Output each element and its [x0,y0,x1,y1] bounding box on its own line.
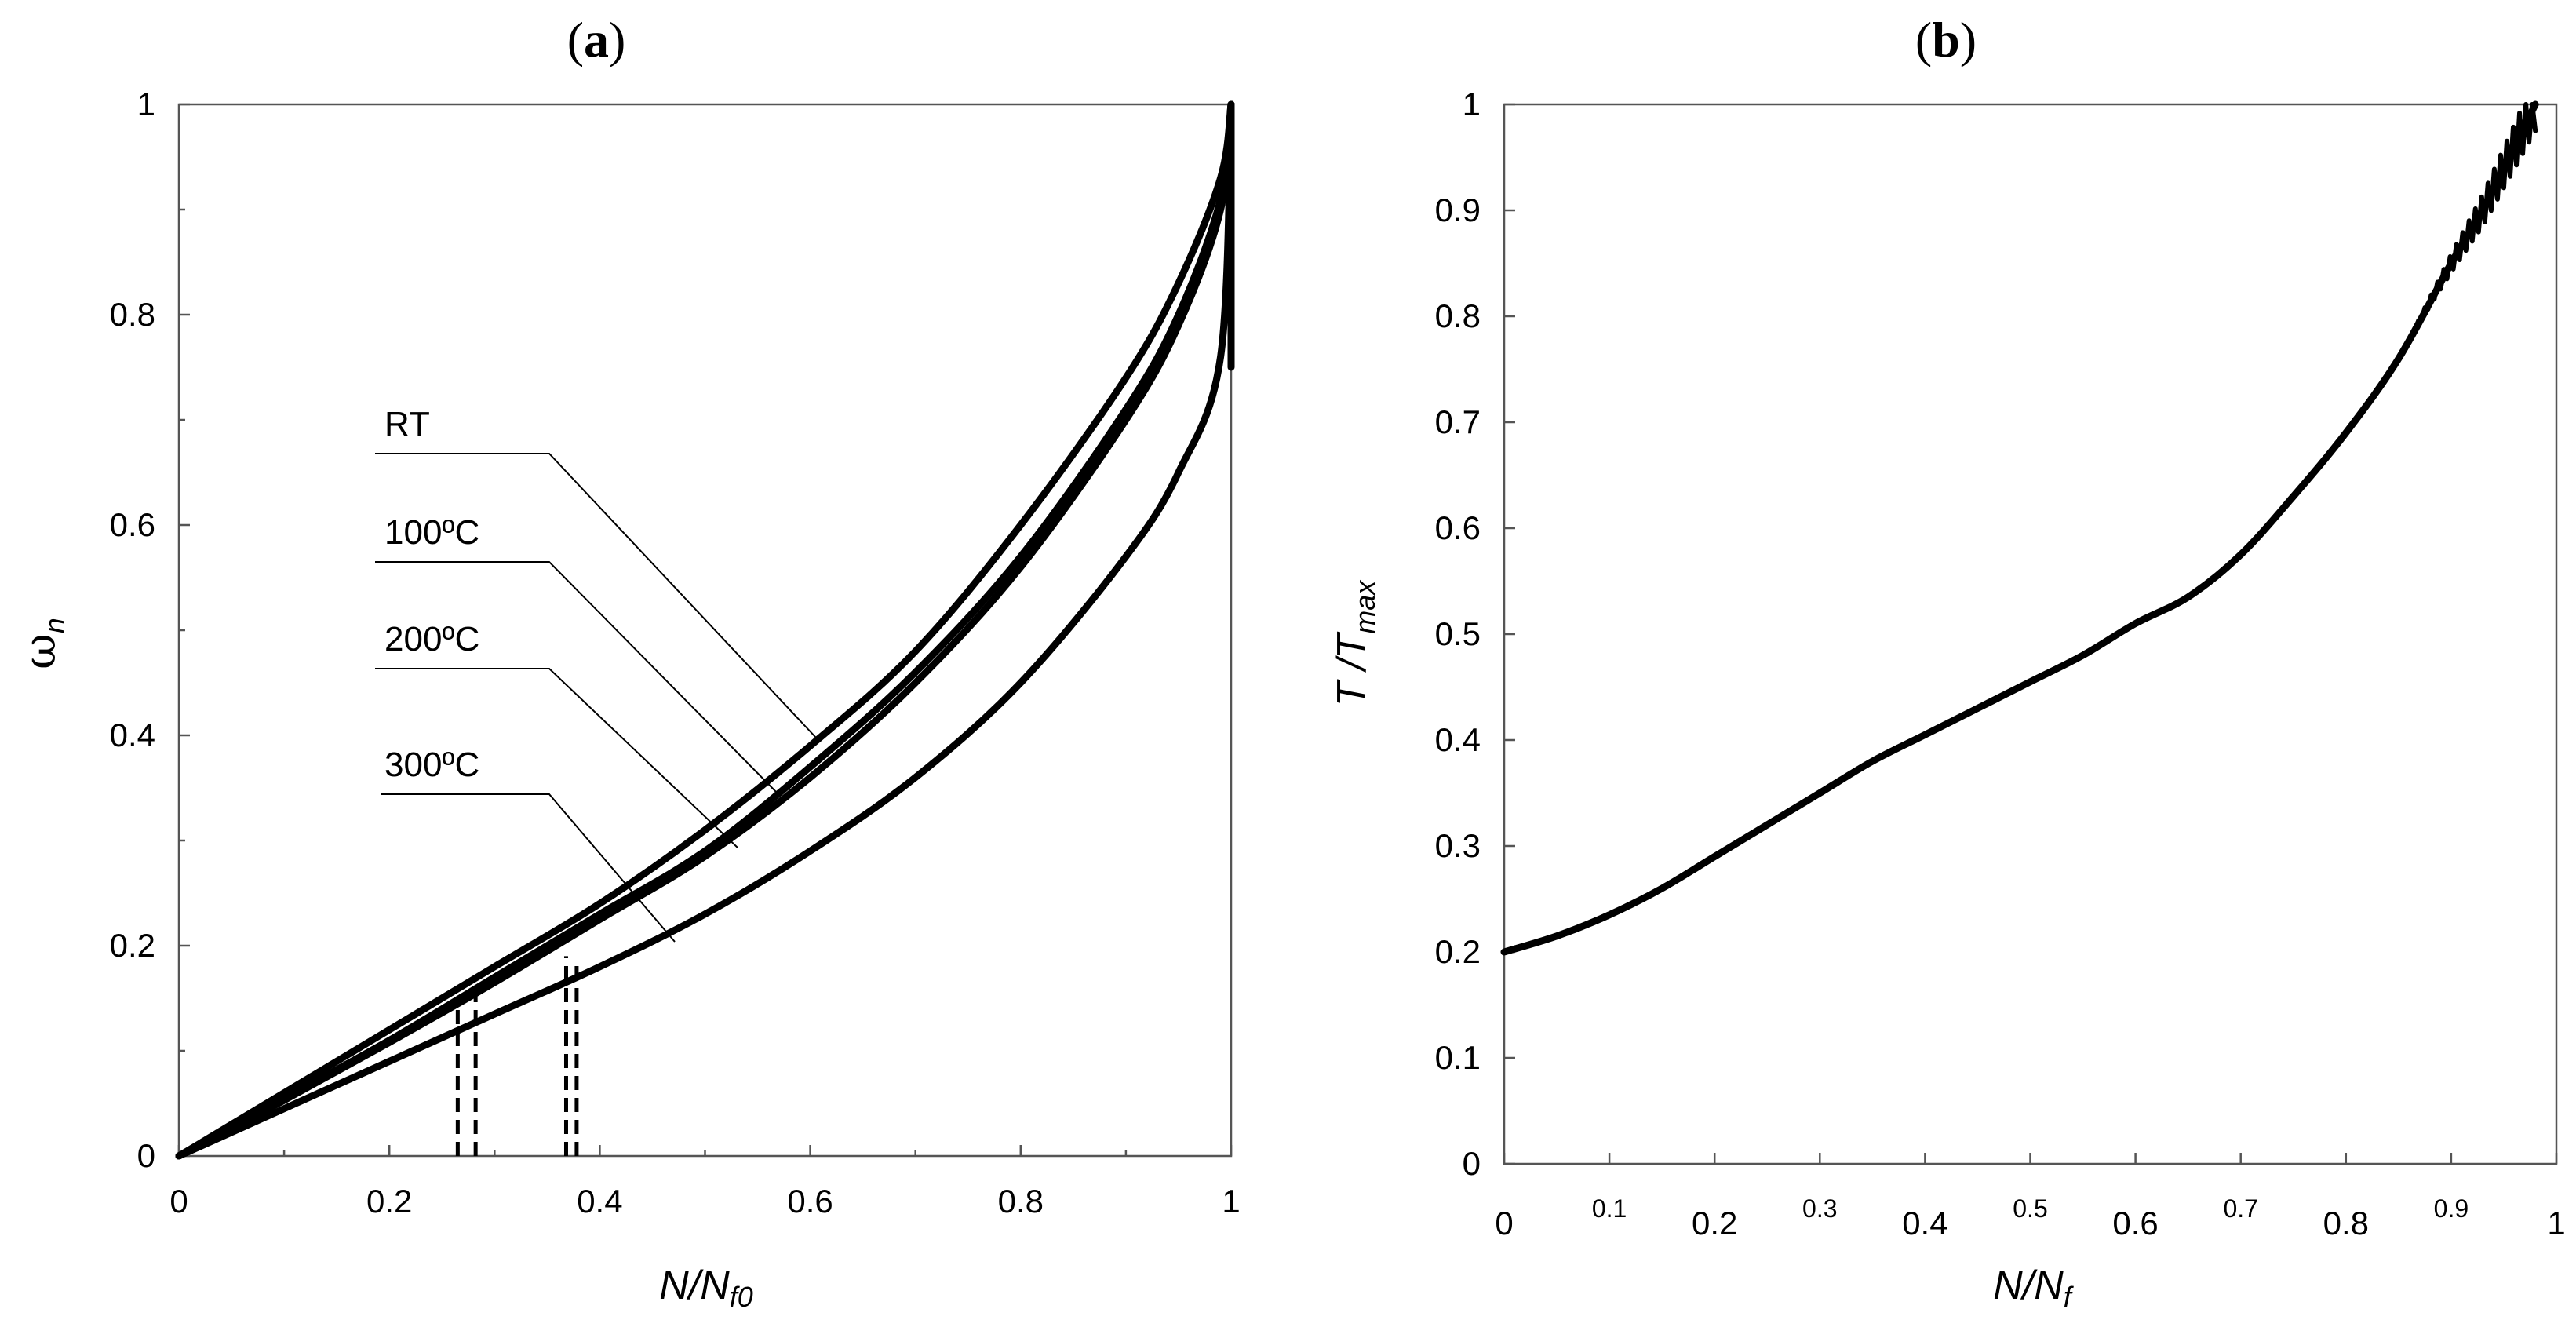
y-tick-label: 1 [1463,86,1481,122]
panel-b-label: (b) [1915,12,1977,67]
panel-a-x-axis-title-sub: f0 [730,1281,753,1313]
panel-b-x-ticks: 0 0.2 0.4 0.6 0.8 1 0.1 0.3 0.5 0.7 0.9 [1495,1153,2566,1242]
y-tick-label: 0.2 [110,927,155,964]
x-tick-label: 0.8 [998,1183,1044,1220]
series-line-t-tmax [1500,100,2539,956]
panel-a-y-axis-title: ωn [15,618,71,669]
x-tick-label: 0.4 [577,1183,622,1220]
panel-a-frame [177,103,1233,1158]
legend-label: 100ºC [384,513,479,552]
y-tick-label: 0.4 [110,717,155,753]
x-tick-label: 0.6 [787,1183,833,1220]
panel-b-x-axis-title: N/Nf [1993,1263,2075,1313]
y-tick-label: 0.5 [1435,615,1481,652]
panel-a-y-axis-title-main: ω [15,633,66,669]
y-tick-label: 0 [137,1137,155,1174]
y-tick-label: 0.1 [1435,1039,1481,1076]
series-line-300c [175,100,1235,1160]
panel-b-x-axis-title-sub: f [2064,1281,2075,1313]
x-minor-tick-label: 0.7 [2223,1194,2257,1223]
legend-leader-line [375,453,817,738]
panel-b-y-ticks: 0 0.1 0.2 0.3 0.4 0.5 0.6 0.7 0.8 0.9 1 [1435,86,1515,1182]
y-tick-label: 0.8 [110,296,155,333]
series-oscillation [2407,102,2538,342]
panel-a-y-ticks: 0 0.2 0.4 0.6 0.8 1 [110,86,190,1174]
panel-a-dashed-lines [455,956,579,1156]
x-minor-tick-label: 0.1 [1592,1194,1627,1223]
series-line-100c [175,100,1235,1160]
panel-b-series [1500,100,2539,956]
x-minor-tick-label: 0.5 [2013,1194,2047,1223]
y-tick-label: 1 [137,86,155,122]
panel-b-y-axis-title-main: T /T [1329,632,1375,707]
panel-a-legend: RT 100ºC 200ºC 300ºC [375,405,817,943]
legend-leader-line [375,561,778,793]
x-tick-label: 1 [2547,1205,2565,1242]
x-tick-label: 1 [1222,1183,1240,1220]
panel-a-x-ticks: 0 0.2 0.4 0.6 0.8 1 [169,1145,1241,1220]
legend-label: 300ºC [384,746,479,784]
x-tick-label: 0.2 [1692,1205,1737,1242]
panel-b-y-axis-title: T /Tmax [1329,579,1381,706]
y-tick-label: 0 [1463,1145,1481,1182]
y-tick-label: 0.7 [1435,403,1481,440]
panel-b-x-axis-title-main: N/N [1993,1263,2064,1308]
y-tick-label: 0.6 [110,506,155,543]
x-tick-label: 0.2 [366,1183,412,1220]
x-tick-label: 0.4 [1902,1205,1947,1242]
x-minor-tick-label: 0.3 [1802,1194,1837,1223]
panel-a-label: (a) [567,12,626,67]
legend-label: 200ºC [384,620,479,658]
x-minor-tick-label: 0.9 [2434,1194,2469,1223]
y-tick-label: 0.4 [1435,721,1481,758]
panel-b-frame [1503,103,2558,1165]
legend-leader-line [381,793,676,943]
panel-a-x-axis-title: N/Nf0 [659,1263,753,1313]
y-tick-label: 0.2 [1435,933,1481,970]
legend-label: RT [384,405,430,443]
y-tick-label: 0.3 [1435,827,1481,864]
x-tick-label: 0 [169,1183,188,1220]
series-line-rt [175,100,1235,1160]
y-tick-label: 0.6 [1435,509,1481,546]
x-tick-label: 0 [1495,1205,1513,1242]
legend-leader-line [375,668,738,848]
y-tick-label: 0.8 [1435,297,1481,334]
x-tick-label: 0.6 [2112,1205,2158,1242]
x-tick-label: 0.8 [2323,1205,2369,1242]
panel-b-y-axis-title-sub: max [1349,579,1381,634]
series-line-200c [175,100,1235,1160]
panel-a-series [175,100,1235,1160]
y-tick-label: 0.9 [1435,191,1481,228]
panel-a-y-axis-title-sub: n [38,618,71,633]
panel-a-x-axis-title-main: N/N [659,1263,730,1308]
